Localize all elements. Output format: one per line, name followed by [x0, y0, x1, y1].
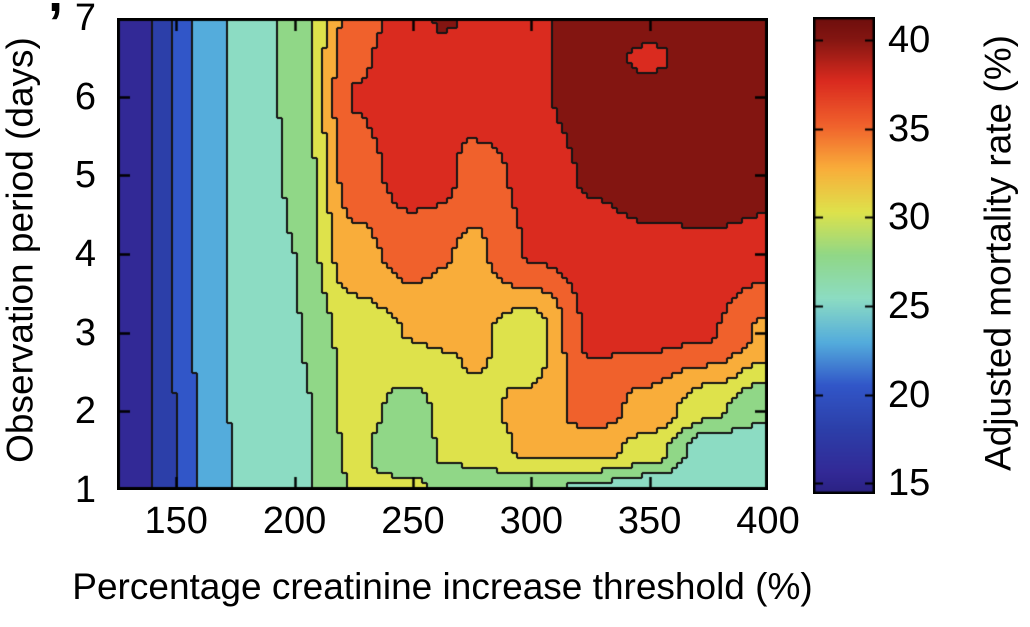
y-axis-title: Observation period (days)	[0, 37, 41, 463]
y-tick-label: 6	[74, 75, 96, 118]
y-tick-label: 2	[74, 390, 96, 433]
colorbar-tick-label: 30	[888, 196, 931, 239]
y-tick-label: 7	[74, 0, 96, 39]
x-tick-label: 400	[736, 500, 800, 542]
x-tick-label: 350	[617, 500, 682, 542]
x-tick-label: 300	[499, 500, 563, 542]
cropped-text-fragment: ,	[48, 0, 63, 20]
x-tick-label: 200	[262, 500, 327, 542]
colorbar-tick-label: 15	[888, 462, 931, 505]
x-tick-label: 150	[144, 500, 208, 542]
y-tick-label: 1	[74, 469, 96, 511]
x-tick-label: 250	[381, 500, 445, 542]
colorbar-tick-label: 40	[888, 19, 931, 62]
y-tick-label: 4	[74, 233, 96, 275]
colorbar-tick-label: 20	[888, 373, 931, 416]
colorbar-tick-label: 25	[888, 285, 931, 328]
contour-plot-canvas	[117, 18, 768, 490]
colorbar-title: Adjusted mortality rate (%)	[977, 35, 1019, 471]
x-axis-title: Percentage creatinine increase threshold…	[72, 566, 813, 607]
colorbar-tick-label: 35	[888, 107, 931, 150]
y-tick-label: 5	[74, 154, 96, 197]
y-tick-label: 3	[74, 311, 96, 354]
colorbar-canvas	[813, 17, 875, 494]
